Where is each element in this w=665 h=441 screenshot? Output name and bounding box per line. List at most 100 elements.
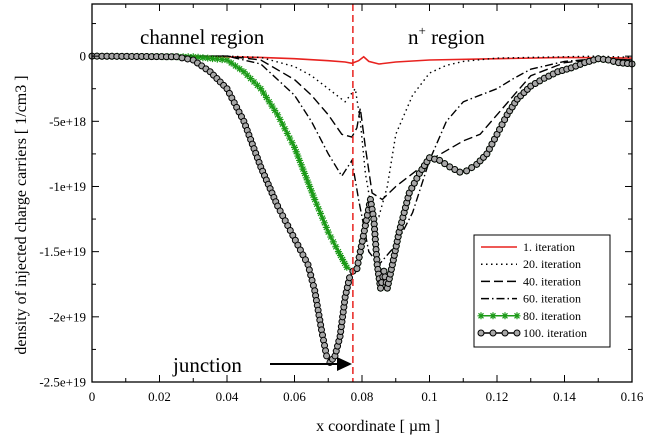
data-point	[240, 68, 248, 76]
data-point	[329, 238, 337, 246]
x-tick-label: 0.1	[421, 389, 437, 404]
y-tick-label: -1e+19	[49, 179, 86, 194]
series-2	[92, 55, 633, 218]
data-point	[323, 352, 331, 360]
data-point	[286, 134, 294, 142]
data-point	[355, 253, 363, 261]
data-point	[299, 165, 307, 173]
legend-label: 1. iteration	[523, 240, 575, 254]
x-tick-label: 0.04	[216, 389, 239, 404]
data-point	[278, 120, 286, 128]
data-point	[265, 98, 273, 106]
data-point	[313, 200, 321, 208]
data-point	[327, 233, 335, 241]
legend-item: 60. iteration	[481, 292, 581, 306]
legend-item: 1. iteration	[481, 240, 575, 254]
legend-item: 100. iteration	[477, 326, 587, 340]
data-point	[336, 252, 344, 260]
legend-marker	[477, 312, 485, 320]
x-tick-label: 0	[89, 389, 96, 404]
data-point	[306, 182, 314, 190]
data-point	[343, 263, 351, 271]
data-point	[218, 56, 226, 64]
data-point	[260, 89, 268, 97]
data-point	[274, 111, 282, 119]
legend-marker	[513, 312, 521, 320]
data-point	[341, 259, 349, 267]
data-point	[204, 54, 212, 62]
data-point	[213, 55, 221, 63]
data-point	[236, 65, 244, 73]
series-line	[92, 55, 633, 218]
data-point	[468, 164, 476, 172]
data-point	[227, 59, 235, 67]
y-tick-label: -2e+19	[49, 309, 86, 324]
data-point	[353, 265, 361, 273]
y-tick-label: 0	[80, 49, 87, 64]
junction-arrow-head	[337, 357, 352, 371]
data-point	[311, 196, 319, 204]
data-point	[436, 156, 444, 164]
data-point	[281, 125, 289, 133]
x-tick-label: 0.02	[148, 389, 171, 404]
data-point	[257, 85, 265, 93]
data-point	[247, 75, 255, 83]
y-axis-label: density of injected charge carriers [ 1/…	[13, 75, 30, 354]
data-point	[297, 161, 305, 169]
data-point	[322, 223, 330, 231]
legend-marker	[501, 329, 509, 337]
data-point	[346, 274, 354, 282]
data-point	[262, 93, 270, 101]
data-point	[324, 228, 332, 236]
data-point	[194, 53, 202, 61]
data-point	[172, 53, 180, 61]
legend-item: 40. iteration	[481, 274, 581, 288]
series-layer	[88, 52, 636, 366]
series-line	[92, 55, 633, 65]
legend-marker	[489, 312, 497, 320]
legend-item: 20. iteration	[481, 257, 581, 271]
data-point	[339, 255, 347, 263]
legend-label: 60. iteration	[523, 292, 581, 306]
legend-label: 40. iteration	[523, 274, 581, 288]
data-point	[288, 139, 296, 147]
data-point	[276, 115, 284, 123]
y-tick-label: -2.5e+19	[39, 375, 86, 390]
x-tick-label: 0.12	[486, 389, 509, 404]
data-point	[178, 54, 186, 62]
y-tick-label: -1.5e+19	[39, 244, 86, 259]
x-tick-label: 0.08	[351, 389, 374, 404]
data-point	[307, 187, 315, 195]
data-point	[354, 259, 362, 267]
series-6	[88, 52, 636, 366]
y-tick-label: -5e+18	[49, 114, 86, 129]
junction-label: junction	[172, 353, 242, 377]
x-tick-label: 0.14	[553, 389, 576, 404]
data-point	[268, 102, 276, 110]
series-1	[92, 55, 633, 65]
data-point	[317, 209, 325, 217]
legend-box	[473, 234, 611, 348]
data-point	[199, 54, 207, 62]
data-point	[253, 81, 261, 89]
data-point	[271, 106, 279, 114]
data-point	[456, 168, 464, 176]
data-point	[243, 71, 251, 79]
data-point	[304, 178, 312, 186]
legend-label: 20. iteration	[523, 257, 581, 271]
data-point	[291, 143, 298, 151]
data-point	[334, 248, 342, 256]
x-axis-label: x coordinate [ µm ]	[316, 418, 440, 435]
n-region-label: n+ region	[408, 23, 485, 49]
data-point	[302, 174, 310, 182]
channel-region-label: channel region	[140, 25, 265, 49]
legend-label: 100. iteration	[523, 326, 587, 340]
data-point	[292, 148, 300, 156]
data-point	[320, 219, 328, 227]
n-region-word: region	[426, 25, 485, 49]
legend: 1. iteration 20. iteration 40. iteration 60…	[473, 234, 611, 348]
data-point	[250, 78, 258, 86]
n-region-superscript: +	[419, 23, 426, 38]
data-point	[332, 243, 340, 251]
